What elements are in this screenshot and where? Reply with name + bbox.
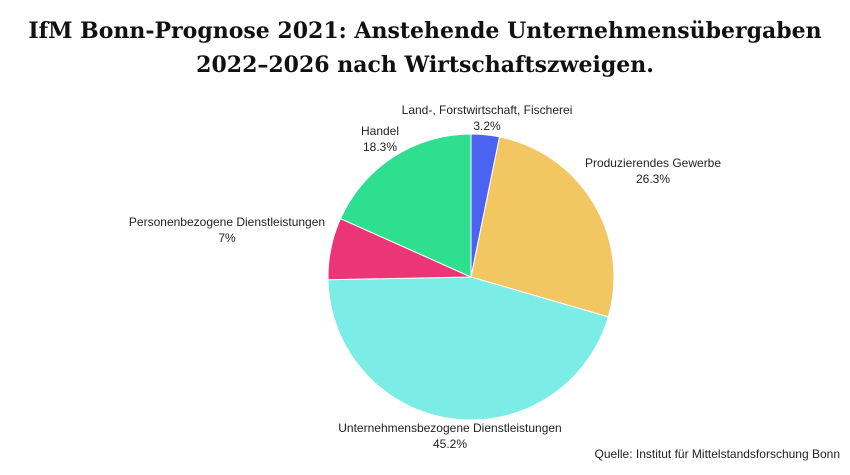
slice-value-label: 26.3% [636,172,670,186]
chart-title: IfM Bonn-Prognose 2021: Anstehende Unter… [0,14,850,82]
slice-value-label: 3.2% [473,119,501,133]
slice-label: Produzierendes Gewerbe [585,156,721,170]
chart-title-line-1: IfM Bonn-Prognose 2021: Anstehende Unter… [28,18,822,44]
slice-label: Handel [361,124,399,138]
slice-value-label: 45.2% [433,437,467,451]
pie-slice [470,136,615,318]
pie-slice [327,276,609,421]
chart-title-line-2: 2022–2026 nach Wirtschaftszweigen. [196,52,654,78]
slice-label: Land-, Forstwirtschaft, Fischerei [402,103,573,117]
slice-value-label: 18.3% [363,140,397,154]
slice-label: Unternehmensbezogene Dienstleistungen [338,421,561,435]
pie-slice [339,133,472,278]
source-note: Quelle: Institut für Mittelstandsforschu… [594,447,840,461]
slice-label: Personenbezogene Dienstleistungen [129,215,325,229]
slice-value-label: 7% [218,231,236,245]
